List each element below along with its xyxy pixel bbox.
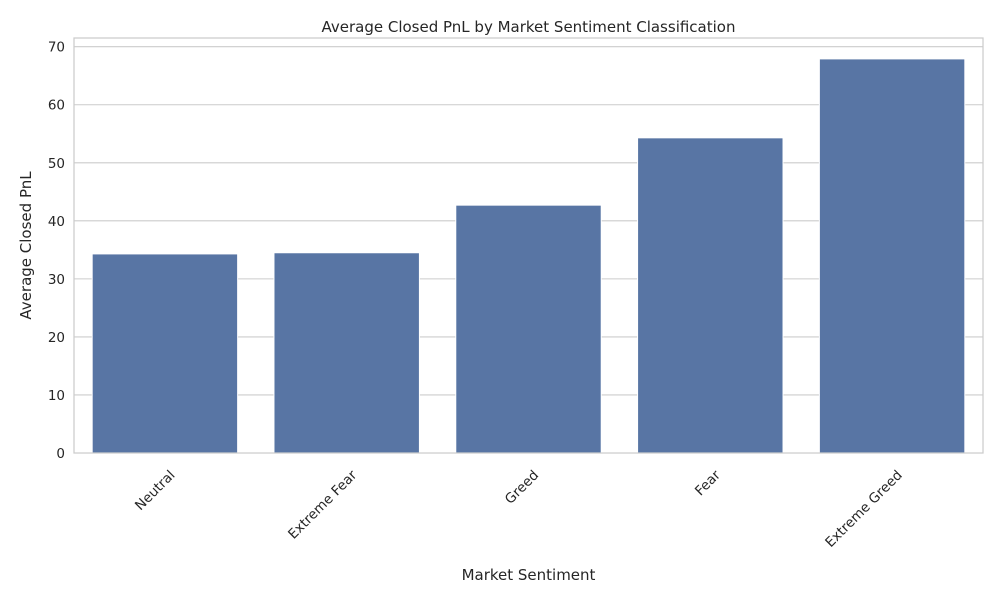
bar-extreme-fear <box>273 252 420 454</box>
x-tick-label: Fear <box>692 467 724 499</box>
x-axis-ticks: Neutral Extreme Fear Greed Fear Extreme Gree… <box>132 467 906 551</box>
bar-greed <box>455 204 602 454</box>
y-tick-label: 70 <box>48 40 65 56</box>
x-tick-label: Extreme Fear <box>285 467 360 542</box>
bar-fear <box>637 137 784 454</box>
y-tick-label: 40 <box>48 214 65 230</box>
y-tick-label: 20 <box>48 330 65 346</box>
plot-area-frame <box>73 37 984 454</box>
bar-extreme-greed <box>818 58 966 454</box>
bar-neutral <box>91 253 239 454</box>
y-axis-label: Average Closed PnL <box>17 171 35 320</box>
y-tick-label: 30 <box>48 272 65 288</box>
y-tick-label: 10 <box>48 388 65 404</box>
bars <box>91 58 966 454</box>
x-tick-label: Extreme Greed <box>822 467 905 550</box>
y-axis-ticks: 0 10 20 30 40 50 60 70 <box>48 40 65 462</box>
y-tick-label: 50 <box>48 156 65 172</box>
y-tick-label: 60 <box>48 98 65 114</box>
x-tick-label: Greed <box>502 467 542 507</box>
x-tick-label: Neutral <box>132 467 179 514</box>
x-axis-label: Market Sentiment <box>462 566 596 584</box>
chart-title: Average Closed PnL by Market Sentiment C… <box>322 18 736 36</box>
y-tick-label: 0 <box>56 446 65 462</box>
